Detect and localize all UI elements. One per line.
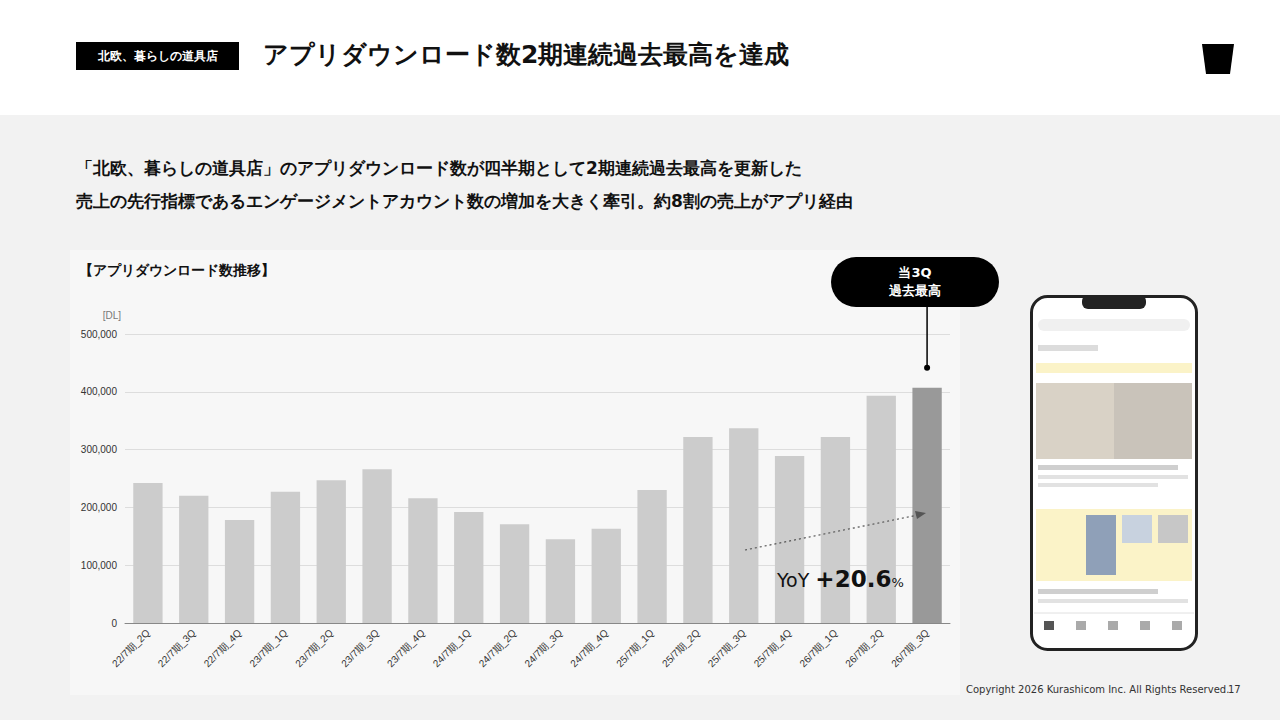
svg-text:100,000: 100,000 (81, 560, 118, 571)
svg-text:22/7期_3Q: 22/7期_3Q (156, 627, 198, 669)
svg-text:24/7期_2Q: 24/7期_2Q (477, 627, 519, 669)
svg-text:[DL]: [DL] (103, 310, 122, 321)
svg-text:25/7期_1Q: 25/7期_1Q (614, 627, 656, 669)
svg-text:26/7期_1Q: 26/7期_1Q (797, 627, 839, 669)
svg-text:300,000: 300,000 (81, 444, 118, 455)
svg-text:23/7期_3Q: 23/7期_3Q (339, 627, 381, 669)
svg-text:22/7期_2Q: 22/7期_2Q (110, 627, 152, 669)
svg-text:400,000: 400,000 (81, 386, 118, 397)
html-text:売上の先行指標であるエンゲージメントアカウント数の増加を大き: 売上の先行指標であるエンゲージメントアカウント数の増加を大きく牽引。約8割の売上… (76, 191, 853, 211)
html-text:「北欧、暮らしの道具店」のアプリダウンロード数が四半期として: 「北欧、暮らしの道具店」のアプリダウンロード数が四半期として2期連続過去最高を更… (76, 158, 802, 178)
svg-text:24/7期_1Q: 24/7期_1Q (431, 627, 473, 669)
svg-text:22/7期_4Q: 22/7期_4Q (202, 627, 244, 669)
svg-text:23/7期_2Q: 23/7期_2Q (293, 627, 335, 669)
svg-text:25/7期_4Q: 25/7期_4Q (752, 627, 794, 669)
html-text:アプリダウンロード数2期連続過去最高を達成: アプリダウンロード数2期連続過去最高を達成 (263, 40, 790, 69)
svg-text:24/7期_3Q: 24/7期_3Q (522, 627, 564, 669)
svg-text:23/7期_1Q: 23/7期_1Q (247, 627, 289, 669)
svg-text:26/7期_2Q: 26/7期_2Q (843, 627, 885, 669)
svg-text:25/7期_3Q: 25/7期_3Q (706, 627, 748, 669)
svg-text:500,000: 500,000 (81, 329, 118, 340)
svg-text:【アプリダウンロード数推移】: 【アプリダウンロード数推移】 (79, 262, 275, 278)
html-text:Copyright 2026 Kurashicom Inc.: Copyright 2026 Kurashicom Inc. All Right… (966, 684, 1241, 695)
svg-text:25/7期_2Q: 25/7期_2Q (660, 627, 702, 669)
svg-text:26/7期_3Q: 26/7期_3Q (889, 627, 931, 669)
html-text:YoY+20.6%: YoY+20.6% (777, 566, 904, 592)
svg-text:200,000: 200,000 (81, 502, 118, 513)
svg-text:24/7期_4Q: 24/7期_4Q (568, 627, 610, 669)
html-text:過去最高: 過去最高 (889, 283, 941, 298)
svg-text:0: 0 (111, 618, 117, 629)
svg-text:23/7期_4Q: 23/7期_4Q (385, 627, 427, 669)
html-text:北欧、暮らしの道具店: 北欧、暮らしの道具店 (97, 49, 218, 63)
html-text:当3Q: 当3Q (898, 265, 932, 280)
